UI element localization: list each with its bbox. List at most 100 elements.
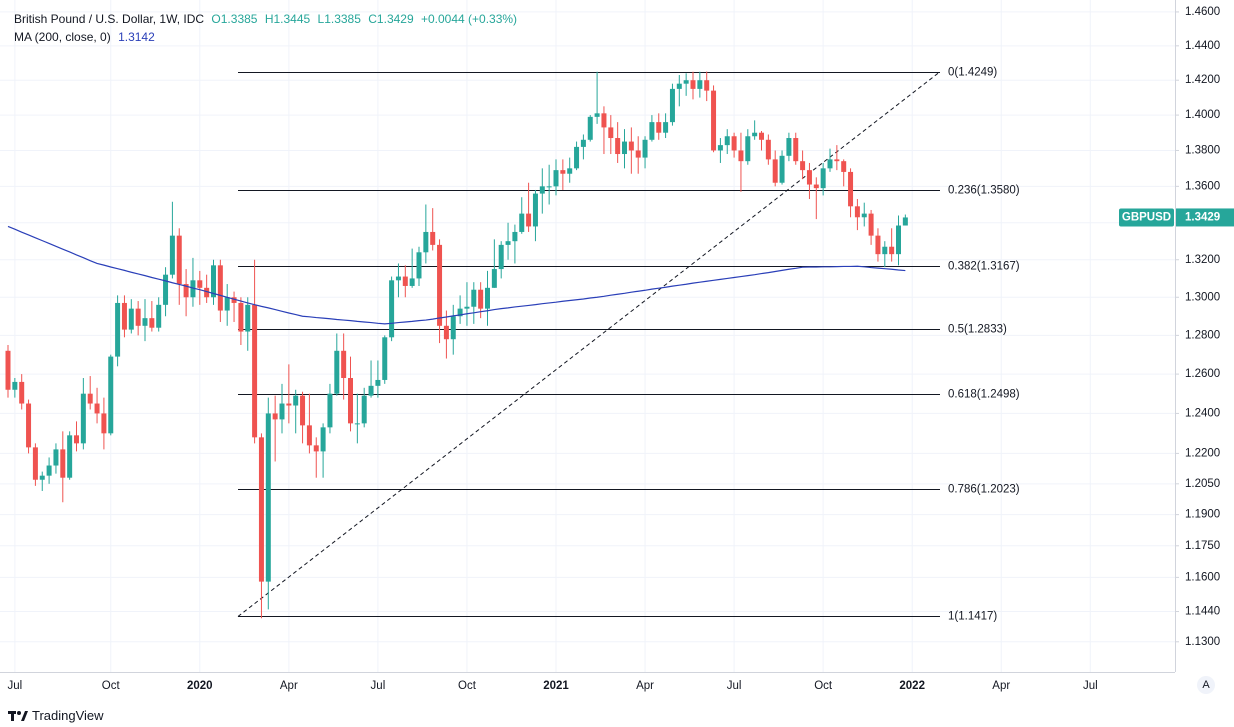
x-tick-label: 2022 <box>899 680 925 692</box>
candle-body <box>26 403 32 448</box>
candle-body <box>19 381 25 404</box>
candle-body <box>252 304 258 438</box>
ohlc-open: O1.3385 <box>211 12 258 26</box>
candle-body <box>67 435 73 478</box>
auto-scale-button[interactable] <box>1197 676 1215 694</box>
last-price-box <box>1176 208 1234 227</box>
candle-body <box>12 381 18 390</box>
candle-body <box>683 80 689 84</box>
candle-body <box>320 427 326 452</box>
fib-label: 1(1.1417) <box>948 611 997 623</box>
x-tick-label: Oct <box>458 680 477 692</box>
candle-body <box>402 276 408 286</box>
candle-body <box>546 186 552 188</box>
candle-body <box>663 122 669 133</box>
x-tick-label: Apr <box>636 680 654 692</box>
candle-body <box>889 246 895 255</box>
candle-body <box>101 413 107 434</box>
axes: 1.4600 1.4400 1.4200 1.4000 1.3800 1.3600 1.34… <box>7 6 1234 692</box>
candle-body <box>601 113 607 128</box>
candle-body <box>142 318 148 326</box>
candle-body <box>498 244 504 270</box>
y-tick-label: 1.1750 <box>1185 540 1220 552</box>
x-tick-label: 2020 <box>187 680 213 692</box>
fib-trend-line <box>237 71 941 617</box>
candle-body <box>532 193 538 227</box>
candle-body <box>128 308 134 330</box>
candle-body <box>183 284 189 298</box>
candle-body <box>759 132 764 140</box>
candle-body <box>896 225 901 255</box>
y-tick-label: 1.4600 <box>1185 6 1220 18</box>
candle-body <box>430 231 436 245</box>
y-tick-label: 1.1600 <box>1185 571 1220 583</box>
candle-body <box>649 122 655 140</box>
candle-body <box>450 316 456 340</box>
candle-body <box>697 80 703 89</box>
candle-body <box>717 145 723 151</box>
y-tick-label: 1.4000 <box>1185 109 1220 121</box>
candle-body <box>813 184 819 189</box>
candle-body <box>902 217 908 226</box>
candle-body <box>156 304 162 328</box>
candle-body <box>409 278 415 286</box>
candle-body <box>875 235 881 255</box>
y-tick-label: 1.3800 <box>1185 144 1220 156</box>
candle-body <box>238 302 244 332</box>
candle-body <box>389 280 395 338</box>
candle-body <box>560 170 566 174</box>
candle-body <box>279 403 285 420</box>
x-tick-label: Jul <box>727 680 742 692</box>
y-tick-label: 1.2800 <box>1185 329 1220 341</box>
candle-body <box>293 395 299 406</box>
candle-body <box>539 186 545 194</box>
y-tick-label: 1.2050 <box>1185 478 1220 490</box>
candle-body <box>594 113 600 117</box>
candle-body <box>286 403 292 406</box>
candle-body <box>204 287 210 298</box>
auto-scale-label[interactable]: A <box>1202 679 1210 691</box>
candle-body <box>834 159 840 162</box>
candle-body <box>553 170 559 187</box>
candle-body <box>745 136 751 162</box>
candle-body <box>615 138 621 155</box>
candle-body <box>779 155 785 183</box>
candle-body <box>423 231 429 253</box>
candle-body <box>53 449 59 466</box>
candle-body <box>368 385 374 396</box>
candle-body <box>348 378 353 424</box>
candle-body <box>327 393 333 428</box>
x-tick-label: Oct <box>814 680 833 692</box>
candle-body <box>574 146 580 169</box>
candle-body <box>5 350 11 390</box>
ohlc-low: L1.3385 <box>317 12 361 26</box>
x-tick-label: Jul <box>1083 680 1098 692</box>
candle-body <box>868 213 874 236</box>
candle-body <box>505 241 511 245</box>
candle-body <box>87 393 93 404</box>
candle-body <box>149 318 155 328</box>
candle-body <box>32 447 38 480</box>
candle-body <box>382 337 388 380</box>
y-tick-label: 1.2400 <box>1185 407 1220 419</box>
chart: 0(1.4249) 0.236(1.3580) 0.382(1.3167) 0.5(1… <box>0 0 1234 694</box>
candle-body <box>519 213 525 232</box>
candle-body <box>39 475 45 480</box>
symbol-badge <box>1119 208 1174 227</box>
candle-body <box>622 141 627 155</box>
candle-body <box>491 269 497 288</box>
candle-body <box>752 132 758 137</box>
candle-body <box>108 356 114 434</box>
candle-body <box>217 265 223 311</box>
candle-body <box>806 170 812 185</box>
candle-body <box>772 159 778 183</box>
candle-body <box>711 90 717 151</box>
candle-body <box>669 88 675 123</box>
candle-body <box>800 161 806 171</box>
candle-body <box>176 235 182 285</box>
candle-body <box>724 136 730 146</box>
candle-body <box>628 141 634 151</box>
x-tick-label: Jul <box>7 680 22 692</box>
x-tick-label: 2021 <box>543 680 569 692</box>
y-tick-label: 1.4200 <box>1185 74 1220 86</box>
